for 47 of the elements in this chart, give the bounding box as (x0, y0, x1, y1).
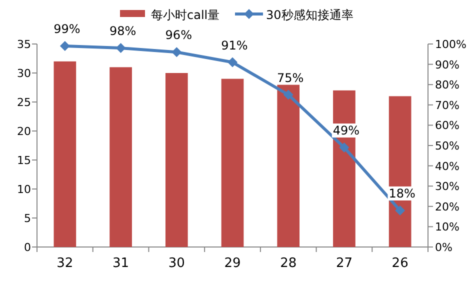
legend-label: 每小时call量 (151, 8, 220, 22)
legend-label: 30秒感知接通率 (266, 8, 354, 22)
y2-tick-label: 60% (435, 119, 460, 132)
y-tick-label: 20 (17, 125, 31, 138)
x-tick-label: 29 (224, 256, 241, 271)
y-tick-label: 0 (24, 241, 31, 254)
bar (54, 61, 76, 247)
y2-tick-label: 10% (435, 220, 460, 234)
x-tick-label: 30 (168, 256, 185, 271)
data-label: 75% (277, 70, 304, 85)
data-label: 18% (388, 186, 416, 200)
data-label: 49% (332, 124, 360, 138)
y2-tick-label: 40% (435, 160, 460, 173)
point (228, 57, 238, 68)
x-tick-label: 31 (112, 256, 130, 271)
y-tick-label: 25 (17, 96, 31, 109)
point (339, 142, 350, 153)
point (283, 90, 294, 100)
y2-tick-label: 20% (435, 200, 460, 214)
point (172, 47, 182, 58)
y2-tick-label: 30% (435, 180, 460, 194)
y2-tick-label: 80% (435, 78, 460, 92)
bar (165, 73, 188, 247)
y-tick-label: 35 (17, 38, 31, 51)
bar (277, 84, 300, 247)
data-label: 98% (109, 24, 136, 38)
y-tick-label: 10 (17, 183, 31, 196)
y-tick-label: 15 (17, 154, 31, 167)
point (116, 43, 126, 54)
y2-tick-label: 0% (435, 241, 452, 254)
data-label: 99% (54, 22, 80, 36)
y2-tick-label: 90% (435, 58, 460, 72)
y2-tick-label: 70% (435, 98, 460, 112)
point (60, 41, 70, 52)
y2-tick-label: 100% (435, 38, 466, 51)
point (395, 205, 406, 216)
x-tick-label: 26 (392, 256, 408, 271)
y-tick-label: 5 (24, 212, 31, 225)
x-tick-label: 27 (336, 256, 352, 271)
y2-tick-label: 50% (435, 140, 460, 152)
x-tick-label: 32 (56, 256, 74, 271)
bar (110, 67, 132, 247)
bar (221, 78, 244, 247)
x-tick-label: 28 (280, 256, 297, 271)
data-label: 91% (221, 38, 248, 52)
y-tick-label: 30 (17, 67, 31, 80)
data-label: 96% (165, 28, 192, 42)
